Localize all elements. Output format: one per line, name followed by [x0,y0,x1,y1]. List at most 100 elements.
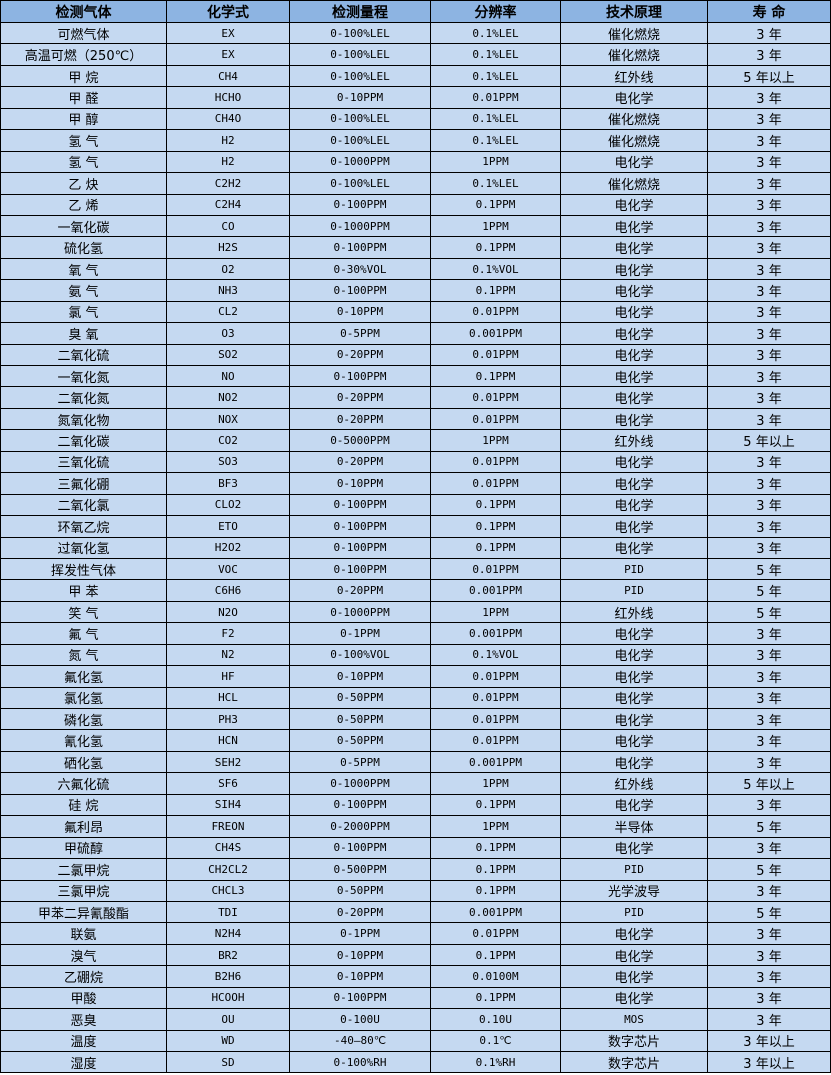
table-row: 硒化氢 SEH2 0-5PPM 0.001PPM 电化学 3 年 [0,750,831,774]
cell-formula: BF3 [166,472,290,495]
cell-formula: NH3 [166,279,290,302]
cell-formula: HCL [166,686,290,710]
cell-gas: 甲 苯 [0,579,167,602]
table-row: 乙 烯 C2H4 0-100PPM 0.1PPM 电化学 3 年 [0,193,831,216]
cell-formula: H2O2 [166,536,290,559]
cell-range: 0-20PPM [289,579,431,602]
cell-gas: 甲 醇 [0,107,167,131]
cell-formula: CLO2 [166,493,290,517]
cell-range: 0-100PPM [289,536,431,559]
cell-principle: PID [560,858,708,881]
cell-gas: 氟 气 [0,622,167,645]
cell-lifespan: 3 年 [707,536,831,559]
cell-lifespan: 3 年 [707,750,831,774]
cell-formula: NO2 [166,386,290,409]
cell-principle: 电化学 [560,986,708,1010]
header-range: 检测量程 [289,0,431,23]
cell-resolution: 0.1%LEL [430,43,561,66]
cell-formula: O3 [166,322,290,345]
cell-principle: 电化学 [560,364,708,388]
cell-lifespan: 3 年 [707,793,831,817]
cell-principle: 电化学 [560,214,708,238]
cell-lifespan: 3 年 [707,172,831,195]
cell-gas: 氯 气 [0,300,167,324]
cell-resolution: 0.1%RH [430,1050,561,1074]
table-row: 三氯甲烷 CHCL3 0-50PPM 0.1PPM 光学波导 3 年 [0,879,831,902]
cell-formula: OU [166,1008,290,1031]
cell-principle: 电化学 [560,300,708,324]
cell-lifespan: 5 年以上 [707,772,831,795]
cell-principle: 电化学 [560,922,708,945]
cell-range: 0-100%LEL [289,21,431,45]
cell-resolution: 0.1%VOL [430,643,561,667]
cell-resolution: 0.001PPM [430,579,561,602]
cell-principle: 电化学 [560,515,708,538]
cell-range: 0-100%LEL [289,172,431,195]
cell-gas: 甲苯二异氰酸酯 [0,900,167,924]
cell-formula: SEH2 [166,750,290,774]
cell-range: 0-100PPM [289,236,431,259]
cell-resolution: 0.1%LEL [430,129,561,152]
cell-formula: B2H6 [166,965,290,988]
table-row: 甲 烷 CH4 0-100%LEL 0.1%LEL 红外线 5 年以上 [0,64,831,88]
cell-range: 0-100%VOL [289,643,431,667]
cell-range: 0-2000PPM [289,815,431,838]
cell-formula: CH4S [166,836,290,860]
cell-range: 0-100%RH [289,1050,431,1074]
cell-gas: 二氧化氯 [0,493,167,517]
cell-gas: 二氧化碳 [0,429,167,452]
cell-resolution: 0.01PPM [430,300,561,324]
cell-gas: 温度 [0,1029,167,1053]
cell-principle: 红外线 [560,600,708,624]
cell-lifespan: 3 年以上 [707,1029,831,1053]
cell-resolution: 0.1PPM [430,364,561,388]
table-row: 氢 气 H2 0-1000PPM 1PPM 电化学 3 年 [0,150,831,174]
cell-gas: 高温可燃（250℃） [0,43,167,66]
header-gas: 检测气体 [0,0,167,23]
cell-range: 0-5PPM [289,322,431,345]
cell-gas: 二氧化氮 [0,386,167,409]
cell-formula: SO2 [166,343,290,367]
table-row: 甲 苯 C6H6 0-20PPM 0.001PPM PID 5 年 [0,579,831,602]
cell-resolution: 1PPM [430,214,561,238]
cell-lifespan: 5 年 [707,557,831,581]
cell-range: 0-1000PPM [289,772,431,795]
cell-lifespan: 3 年 [707,343,831,367]
table-row: 可燃气体 EX 0-100%LEL 0.1%LEL 催化燃烧 3 年 [0,21,831,45]
cell-gas: 恶臭 [0,1008,167,1031]
cell-gas: 笑 气 [0,600,167,624]
cell-principle: 催化燃烧 [560,21,708,45]
cell-formula: H2 [166,150,290,174]
header-principle: 技术原理 [560,0,708,23]
cell-resolution: 0.01PPM [430,407,561,431]
cell-range: 0-100PPM [289,364,431,388]
cell-resolution: 0.1PPM [430,793,561,817]
cell-lifespan: 3 年 [707,43,831,66]
cell-gas: 可燃气体 [0,21,167,45]
table-row: 一氧化碳 CO 0-1000PPM 1PPM 电化学 3 年 [0,214,831,238]
cell-lifespan: 3 年 [707,450,831,474]
table-row: 臭 氧 O3 0-5PPM 0.001PPM 电化学 3 年 [0,322,831,345]
cell-resolution: 0.01PPM [430,707,561,731]
cell-lifespan: 3 年 [707,21,831,45]
cell-resolution: 0.1PPM [430,279,561,302]
cell-principle: 半导体 [560,815,708,838]
cell-lifespan: 3 年 [707,515,831,538]
cell-principle: 数字芯片 [560,1050,708,1074]
table-row: 氯化氢 HCL 0-50PPM 0.01PPM 电化学 3 年 [0,686,831,710]
cell-resolution: 0.01PPM [430,386,561,409]
cell-resolution: 0.0100M [430,965,561,988]
cell-gas: 二氯甲烷 [0,858,167,881]
cell-lifespan: 3 年 [707,943,831,967]
cell-lifespan: 3 年 [707,86,831,109]
cell-formula: NO [166,364,290,388]
cell-formula: FREON [166,815,290,838]
cell-lifespan: 3 年 [707,665,831,688]
cell-formula: SO3 [166,450,290,474]
cell-lifespan: 3 年 [707,729,831,752]
cell-resolution: 0.1%LEL [430,172,561,195]
cell-range: 0-1000PPM [289,214,431,238]
cell-range: 0-20PPM [289,343,431,367]
cell-gas: 环氧乙烷 [0,515,167,538]
cell-resolution: 0.1PPM [430,879,561,902]
